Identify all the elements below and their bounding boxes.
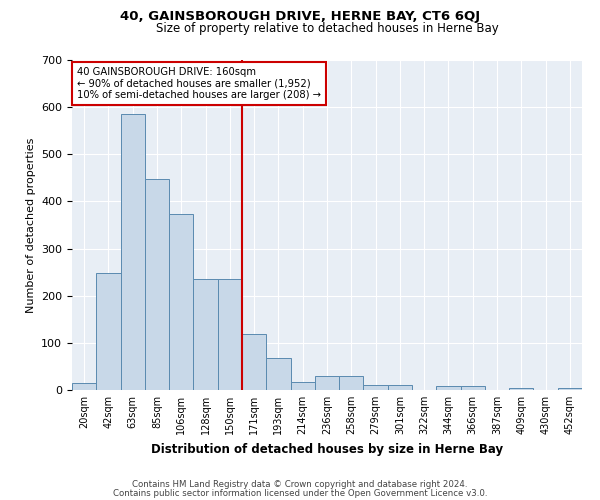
Bar [364, 386, 388, 390]
Text: Contains public sector information licensed under the Open Government Licence v3: Contains public sector information licen… [113, 488, 487, 498]
Bar [558, 388, 582, 390]
Title: Size of property relative to detached houses in Herne Bay: Size of property relative to detached ho… [155, 22, 499, 35]
Text: Contains HM Land Registry data © Crown copyright and database right 2024.: Contains HM Land Registry data © Crown c… [132, 480, 468, 489]
Bar [388, 386, 412, 390]
Bar [461, 386, 485, 390]
Bar [509, 388, 533, 390]
X-axis label: Distribution of detached houses by size in Herne Bay: Distribution of detached houses by size … [151, 442, 503, 456]
Bar [339, 376, 364, 390]
Bar [218, 279, 242, 390]
Bar [193, 279, 218, 390]
Text: 40, GAINSBOROUGH DRIVE, HERNE BAY, CT6 6QJ: 40, GAINSBOROUGH DRIVE, HERNE BAY, CT6 6… [120, 10, 480, 23]
Text: 40 GAINSBOROUGH DRIVE: 160sqm
← 90% of detached houses are smaller (1,952)
10% o: 40 GAINSBOROUGH DRIVE: 160sqm ← 90% of d… [77, 66, 321, 100]
Bar [242, 334, 266, 390]
Bar [145, 179, 169, 390]
Bar [96, 273, 121, 390]
Bar [72, 383, 96, 390]
Y-axis label: Number of detached properties: Number of detached properties [26, 138, 35, 312]
Bar [315, 376, 339, 390]
Bar [121, 114, 145, 390]
Bar [436, 386, 461, 390]
Bar [290, 382, 315, 390]
Bar [169, 214, 193, 390]
Bar [266, 358, 290, 390]
